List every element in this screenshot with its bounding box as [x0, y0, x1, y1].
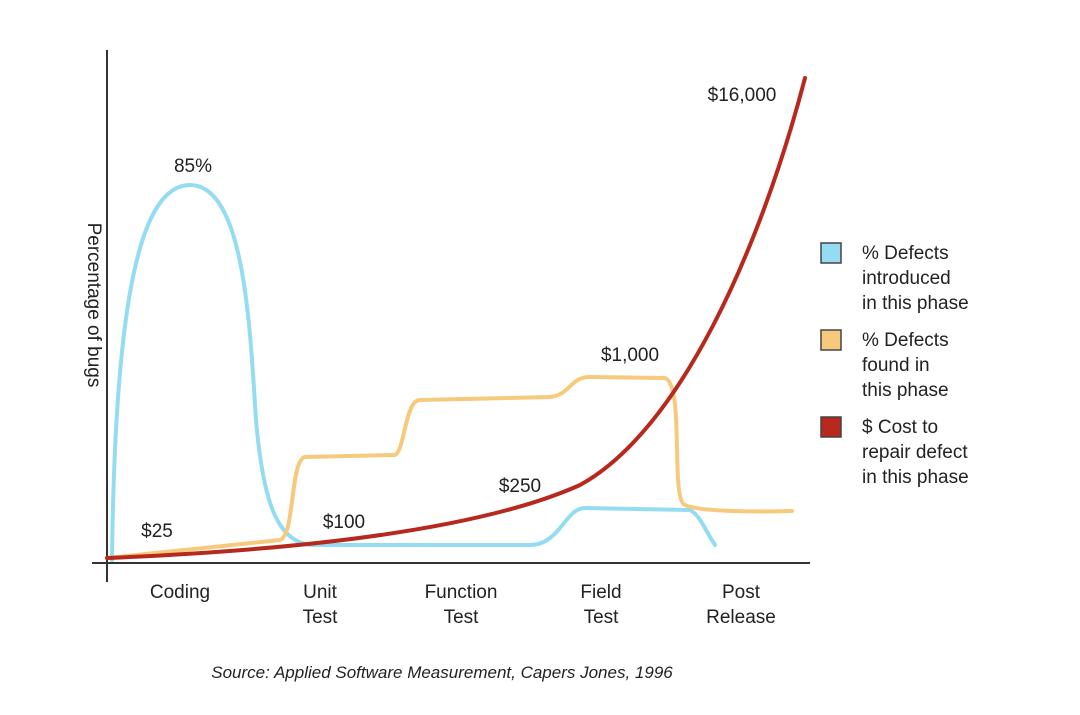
legend-text: found in — [862, 355, 930, 376]
phase-label: Test — [444, 607, 480, 628]
phase-label: Coding — [150, 582, 210, 603]
phase-label: Function — [425, 582, 498, 603]
defects-found-curve — [105, 375, 794, 560]
phase-label: Release — [706, 607, 776, 628]
source: Source: Applied Software Measurement, Ca… — [211, 663, 673, 682]
y-axis-label: Percentage of bugs — [83, 223, 104, 388]
phase-label: Test — [584, 607, 620, 628]
annotation: $16,000 — [708, 85, 777, 106]
annotation: $250 — [499, 476, 541, 497]
legend-text: % Defects — [862, 330, 949, 351]
annotation: $100 — [323, 512, 365, 533]
annotation: $25 — [141, 521, 173, 542]
legend-text: this phase — [862, 380, 949, 401]
legend-swatch — [820, 329, 842, 351]
legend-swatch — [820, 416, 842, 438]
legend-text: % Defects — [862, 243, 949, 264]
phase-label: Post — [722, 582, 761, 603]
phase-label: Unit — [303, 582, 338, 603]
legend-text: in this phase — [862, 293, 969, 314]
phase-label: Test — [303, 607, 339, 628]
legend-text: in this phase — [862, 467, 969, 488]
legend-text: $ Cost to — [862, 417, 938, 438]
legend-text: repair defect — [862, 442, 968, 463]
cost-curve — [105, 76, 807, 560]
legend-text: introduced — [862, 268, 951, 289]
annotation: 85% — [174, 156, 212, 177]
phase-label: Field — [580, 582, 621, 603]
annotation: $1,000 — [601, 345, 659, 366]
defects-introduced-curve — [110, 183, 717, 562]
legend-swatch — [820, 242, 842, 264]
